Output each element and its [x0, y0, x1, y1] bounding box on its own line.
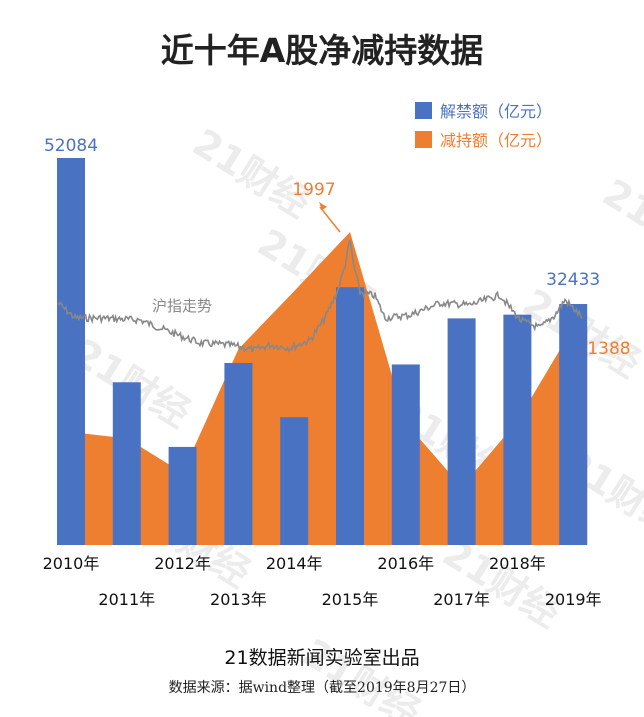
x-tick-label: 2019年 [545, 590, 602, 609]
bar [57, 158, 85, 545]
bar [447, 318, 476, 545]
index-line-label: 沪指走势 [152, 297, 212, 315]
watermark-text: 21财经 [185, 120, 318, 226]
x-tick-label: 2018年 [489, 554, 546, 573]
bar [559, 304, 588, 545]
bar [391, 364, 420, 545]
legend-label: 解禁额（亿元） [440, 102, 552, 121]
x-tick-label: 2011年 [98, 590, 155, 609]
data-label: 1388 [587, 339, 630, 359]
bar [224, 362, 253, 545]
watermark-text: 21财经 [435, 530, 568, 636]
source-note: 数据来源：据wind整理（截至2019年8月27日） [169, 680, 476, 696]
chart-title: 近十年A股净减持数据 [161, 31, 484, 70]
legend-label: 减持额（亿元） [440, 131, 552, 150]
annotation-arrow-line [319, 206, 341, 233]
bar [112, 382, 141, 545]
bar [280, 417, 309, 545]
x-tick-label: 2010年 [43, 554, 100, 573]
data-label: 52084 [44, 136, 98, 156]
legend-swatch [415, 102, 432, 119]
x-tick-label: 2013年 [210, 590, 267, 609]
annotation-arrow-head [319, 202, 327, 210]
legend-swatch [415, 131, 432, 148]
credit-line: 21数据新闻实验室出品 [224, 647, 419, 669]
bar [503, 314, 532, 545]
x-tick-label: 2015年 [322, 590, 379, 609]
x-tick-label: 2014年 [266, 554, 323, 573]
watermark-text: 21财经 [295, 630, 428, 717]
x-tick-label: 2012年 [154, 554, 211, 573]
bar [336, 287, 364, 545]
x-tick-label: 2016年 [377, 554, 434, 573]
legend: 解禁额（亿元） 减持额（亿元） [415, 102, 552, 150]
data-label: 32433 [546, 270, 600, 290]
bar [168, 446, 197, 545]
index-line [57, 239, 583, 354]
x-tick-label: 2017年 [433, 590, 490, 609]
plot-area: 沪指走势 52084 1997 32433 1388 2010年 2011年 2012年 201… [43, 136, 631, 609]
watermark-text: 21财经 [595, 170, 644, 276]
data-label: 1997 [292, 180, 335, 200]
